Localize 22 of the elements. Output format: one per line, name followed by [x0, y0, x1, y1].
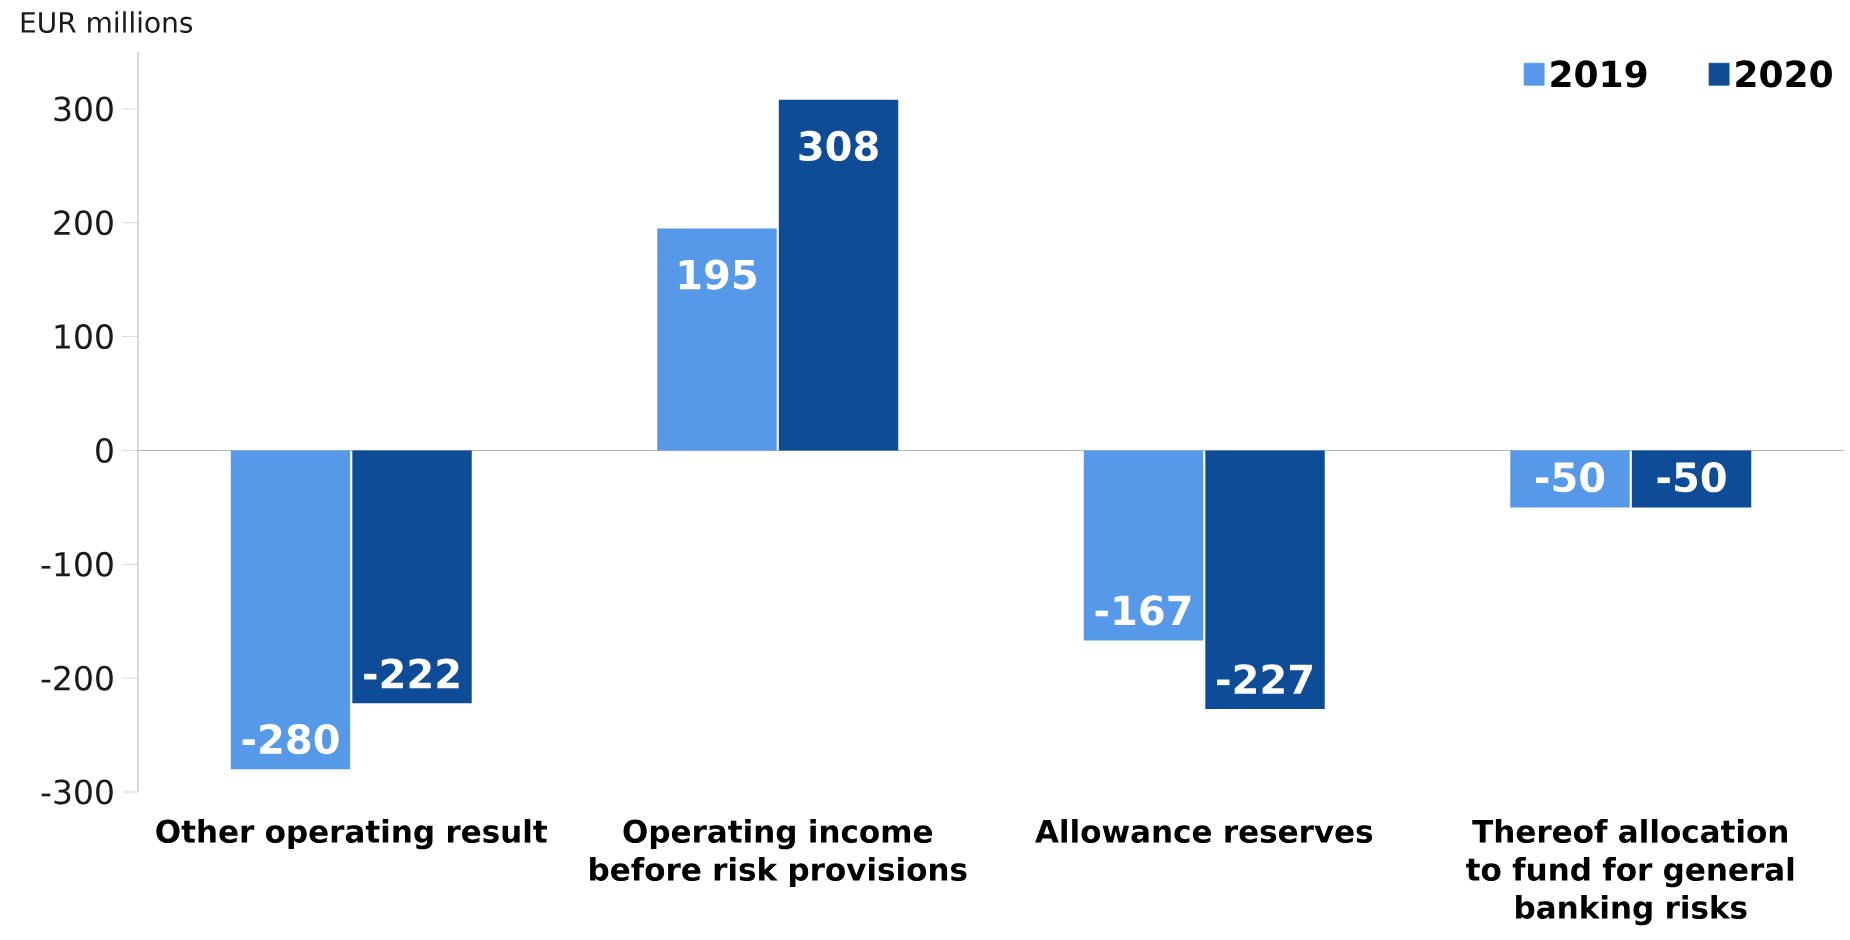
- x-tick-label: Thereof allocation to fund for general banking risks: [1466, 819, 1794, 926]
- y-tick-label: 300: [54, 96, 113, 122]
- x-tick-label: Other operating result: [156, 819, 547, 850]
- y-tick-label: 200: [54, 210, 113, 236]
- legend-label: 2019: [1551, 60, 1647, 88]
- y-tick-label: 0: [96, 437, 113, 463]
- data-label: -222: [364, 658, 459, 689]
- y-tick-label: 100: [55, 324, 113, 350]
- data-label: 195: [679, 259, 756, 290]
- data-label: -227: [1217, 664, 1312, 694]
- x-tick-label: Operating income before risk provisions: [590, 819, 967, 888]
- data-label: -280: [242, 723, 339, 755]
- legend-label: 2020: [1736, 60, 1832, 88]
- y-tick-label: -100: [41, 551, 113, 577]
- y-axis-title: EUR millions: [21, 11, 193, 33]
- data-label: -167: [1095, 595, 1191, 626]
- x-tick-label: Allowance reserves: [1035, 819, 1373, 844]
- y-tick-label: -300: [41, 779, 113, 805]
- data-label: 308: [799, 130, 878, 162]
- data-label: -50: [1536, 462, 1605, 493]
- y-tick-label: -200: [41, 665, 113, 691]
- data-label: -50: [1657, 462, 1726, 493]
